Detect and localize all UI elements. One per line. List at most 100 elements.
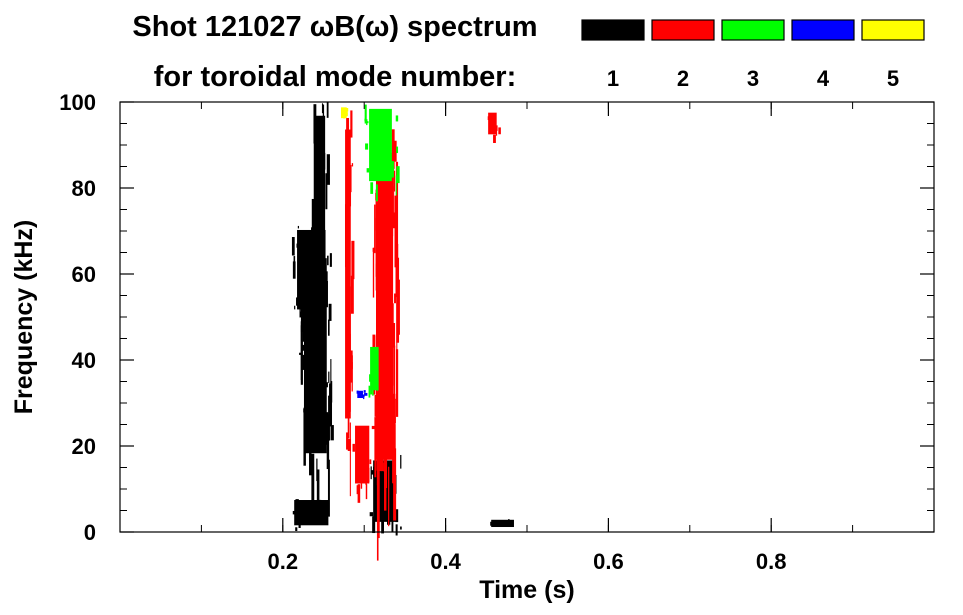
heat-streak — [349, 350, 353, 383]
chart-subtitle: for toroidal mode number: — [154, 61, 517, 93]
heat-streak — [350, 275, 354, 314]
heat-streak — [322, 313, 324, 345]
heat-streak — [388, 205, 392, 250]
heat-streak — [493, 134, 496, 143]
heat-streak — [296, 243, 299, 248]
heat-streak — [379, 417, 383, 472]
heat-streak — [394, 398, 396, 424]
heat-region-mode-1 — [299, 240, 334, 520]
heat-streak — [390, 186, 394, 191]
x-tick-label: 0.8 — [756, 549, 787, 574]
heat-streak — [378, 399, 380, 403]
heat-streak — [299, 296, 301, 318]
heat-streak — [395, 509, 399, 523]
heat-streak — [313, 368, 318, 377]
heat-streak — [370, 182, 374, 194]
heat-streak — [395, 243, 399, 298]
heat-streak — [345, 288, 349, 338]
heat-streak — [302, 344, 306, 351]
heat-streak — [377, 466, 380, 539]
heat-streak — [305, 362, 308, 366]
heat-streak — [390, 163, 394, 237]
heat-streak — [498, 127, 501, 135]
heat-streak — [313, 367, 315, 415]
heat-streak — [383, 357, 387, 444]
heat-region-mode-3 — [364, 104, 400, 202]
heat-streak — [315, 509, 318, 518]
heat-streak — [394, 416, 396, 461]
x-tick-label: 0.2 — [268, 549, 299, 574]
heat-streak — [309, 429, 312, 462]
heat-streak — [304, 240, 308, 301]
heat-streak — [510, 520, 512, 525]
heat-streak — [300, 321, 303, 381]
heat-streak — [395, 524, 398, 536]
heat-streak — [494, 125, 498, 131]
heat-streak — [346, 117, 350, 163]
heat-streak — [396, 279, 400, 335]
heat-streak — [368, 385, 371, 398]
heat-streak — [349, 422, 351, 497]
heat-streak — [325, 382, 328, 388]
heat-streak — [308, 321, 310, 333]
legend-swatch-mode-5 — [861, 19, 925, 41]
heat-streak — [313, 104, 317, 144]
heat-core — [355, 425, 370, 484]
plot-frame — [119, 101, 935, 533]
heat-streak — [330, 425, 334, 441]
heat-streak — [293, 256, 296, 266]
heat-streak — [374, 204, 376, 254]
y-tick-label: 80 — [72, 176, 96, 201]
heat-streak — [504, 523, 508, 527]
heat-streak — [369, 459, 372, 465]
heat-streak — [313, 395, 317, 449]
heat-streak — [326, 413, 330, 470]
heat-streak — [329, 383, 333, 427]
heat-streak — [395, 175, 397, 196]
heat-streak — [383, 114, 386, 123]
legend-label-mode-1: 1 — [607, 66, 619, 91]
heat-streak — [395, 115, 399, 122]
heat-streak — [368, 467, 370, 483]
heat-streak — [348, 151, 350, 172]
heat-streak — [501, 523, 505, 526]
heat-streak — [392, 212, 396, 229]
heat-streak — [312, 305, 314, 334]
heat-streak — [295, 527, 298, 532]
heat-streak — [378, 189, 383, 217]
heat-streak — [318, 393, 321, 401]
heat-streak — [346, 108, 349, 112]
heat-streak — [389, 403, 392, 452]
heat-streak — [356, 485, 359, 495]
heat-streak — [346, 432, 349, 450]
heat-streak — [319, 232, 322, 268]
heat-streak — [297, 225, 300, 229]
heat-streak — [304, 508, 306, 518]
heat-streak — [386, 382, 390, 391]
heat-streak — [311, 227, 313, 241]
heat-streak — [325, 335, 327, 350]
y-axis-label: Frequency (kHz) — [10, 220, 38, 414]
heat-streak — [295, 499, 299, 509]
heat-streak — [307, 514, 311, 519]
heat-region-mode-5 — [341, 107, 349, 119]
heat-region-mode-2 — [487, 112, 501, 143]
x-tick-label: 0.6 — [593, 549, 624, 574]
heat-core — [491, 519, 514, 528]
heat-streak — [387, 109, 389, 131]
heat-streak — [396, 166, 400, 184]
plot-area: 0.2 0.4 0.6 0.8 0 20 40 60 80 100 — [59, 90, 935, 574]
heat-streak — [496, 129, 498, 136]
heat-streak — [321, 103, 323, 114]
heat-streak — [314, 297, 318, 315]
heat-streak — [317, 371, 319, 396]
heat-streak — [391, 518, 394, 533]
mode-legend: 1 2 3 4 5 — [581, 19, 925, 91]
heat-streak — [350, 110, 353, 138]
heat-streak — [346, 111, 348, 117]
heat-streak — [319, 339, 322, 393]
heat-streak — [393, 134, 395, 223]
heat-streak — [292, 510, 297, 515]
heat-streak — [383, 462, 387, 472]
heat-streak — [313, 507, 315, 516]
